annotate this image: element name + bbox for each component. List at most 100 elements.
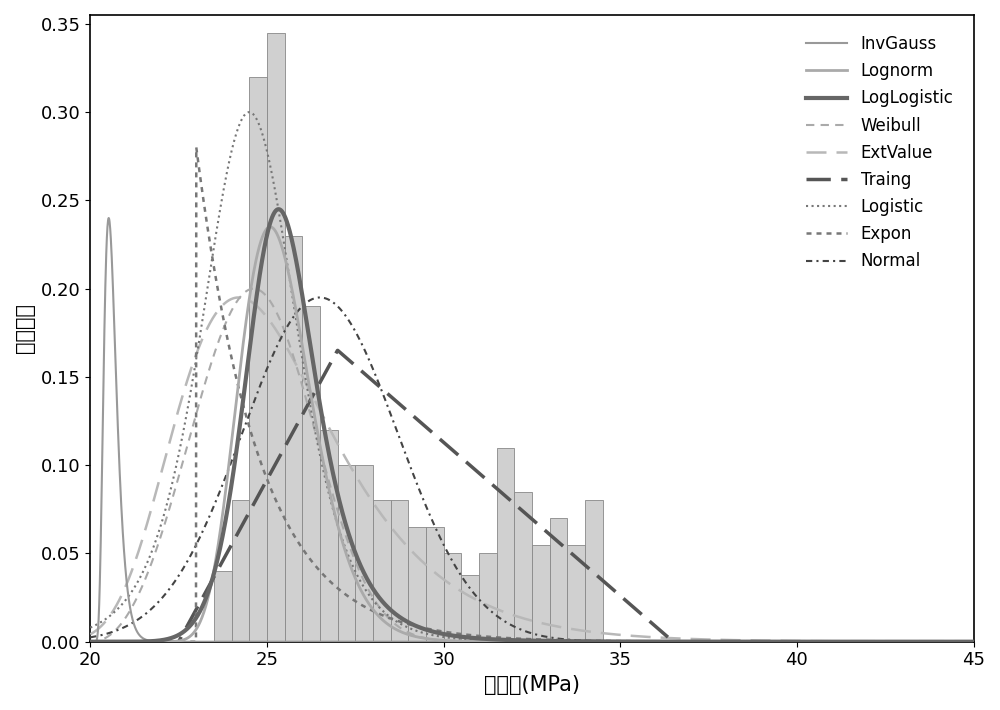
Legend: InvGauss, Lognorm, LogLogistic, Weibull, ExtValue, Traing, Logistic, Expon, Norm: InvGauss, Lognorm, LogLogistic, Weibull,… (799, 28, 960, 277)
Traing (477, 472, 489, 481)
Bar (567, 545, 585, 642)
Traing (332, 346, 344, 355)
Bar (497, 447, 514, 642)
Normal (437, 539, 449, 547)
LogLogistic (84, 638, 96, 646)
Bar (479, 554, 497, 642)
Lognorm (477, 638, 489, 646)
Expon (477, 632, 489, 640)
Lognorm (437, 636, 449, 645)
Lognorm (189, 627, 201, 635)
Line: Logistic: Logistic (90, 112, 1000, 642)
Weibull (886, 638, 898, 646)
Normal (314, 293, 326, 302)
Lognorm (264, 223, 276, 231)
Line: Normal: Normal (90, 297, 1000, 642)
Lognorm (84, 638, 96, 646)
Logistic (243, 108, 255, 116)
ExtValue (233, 293, 245, 302)
Traing (189, 607, 201, 616)
Weibull (248, 285, 260, 293)
Bar (302, 306, 320, 642)
Lognorm (886, 638, 898, 646)
InvGauss (103, 214, 115, 222)
LogLogistic (273, 205, 285, 214)
Bar (214, 571, 232, 642)
Lognorm (985, 638, 997, 646)
Weibull (84, 638, 96, 646)
Bar (550, 518, 567, 642)
Normal (244, 409, 256, 417)
Traing (84, 638, 96, 646)
Normal (477, 599, 489, 608)
Normal (886, 638, 898, 646)
InvGauss (886, 638, 898, 646)
Bar (338, 465, 355, 642)
Logistic (244, 108, 256, 116)
Lognorm (244, 293, 256, 301)
ExtValue (886, 638, 898, 646)
Bar (355, 465, 373, 642)
Expon (985, 638, 997, 646)
Normal (84, 633, 96, 642)
Bar (408, 527, 426, 642)
ExtValue (189, 353, 201, 361)
Traing (437, 437, 449, 446)
ExtValue (985, 638, 997, 646)
Bar (585, 501, 603, 642)
Logistic (437, 633, 449, 641)
Expon (84, 638, 96, 646)
Bar (232, 501, 249, 642)
Line: InvGauss: InvGauss (90, 218, 1000, 642)
Weibull (985, 638, 997, 646)
Bar (391, 501, 408, 642)
Traing (244, 508, 256, 516)
Y-axis label: 概率密度: 概率密度 (15, 303, 35, 354)
InvGauss (477, 638, 489, 646)
Bar (461, 574, 479, 642)
Bar (532, 545, 550, 642)
Normal (985, 638, 997, 646)
InvGauss (985, 638, 997, 646)
LogLogistic (244, 345, 256, 354)
Bar (426, 527, 444, 642)
Expon (190, 143, 202, 152)
Line: ExtValue: ExtValue (90, 297, 1000, 642)
Line: Lognorm: Lognorm (90, 227, 1000, 642)
Line: Traing: Traing (90, 351, 1000, 642)
ExtValue (244, 297, 256, 305)
Line: Weibull: Weibull (90, 289, 1000, 642)
InvGauss (437, 638, 449, 646)
Logistic (477, 636, 489, 645)
LogLogistic (886, 638, 898, 646)
Logistic (189, 361, 201, 370)
LogLogistic (985, 638, 997, 646)
InvGauss (189, 638, 201, 646)
Expon (437, 627, 449, 635)
InvGauss (244, 638, 256, 646)
LogLogistic (189, 615, 201, 623)
Bar (514, 491, 532, 642)
Bar (373, 501, 391, 642)
Bar (320, 430, 338, 642)
Expon (886, 638, 898, 646)
X-axis label: 内聚力(MPa): 内聚力(MPa) (484, 675, 580, 695)
ExtValue (84, 630, 96, 638)
Logistic (985, 638, 997, 646)
ExtValue (477, 599, 489, 607)
Normal (189, 542, 201, 551)
Weibull (477, 638, 489, 646)
Weibull (437, 636, 449, 645)
Traing (985, 638, 997, 646)
Bar (249, 77, 267, 642)
LogLogistic (437, 630, 449, 638)
ExtValue (437, 574, 449, 583)
Bar (285, 236, 302, 642)
Expon (189, 638, 201, 646)
Weibull (244, 285, 256, 294)
Expon (244, 425, 256, 433)
Bar (444, 554, 461, 642)
Traing (886, 638, 898, 646)
LogLogistic (477, 635, 489, 643)
Line: LogLogistic: LogLogistic (90, 209, 1000, 642)
